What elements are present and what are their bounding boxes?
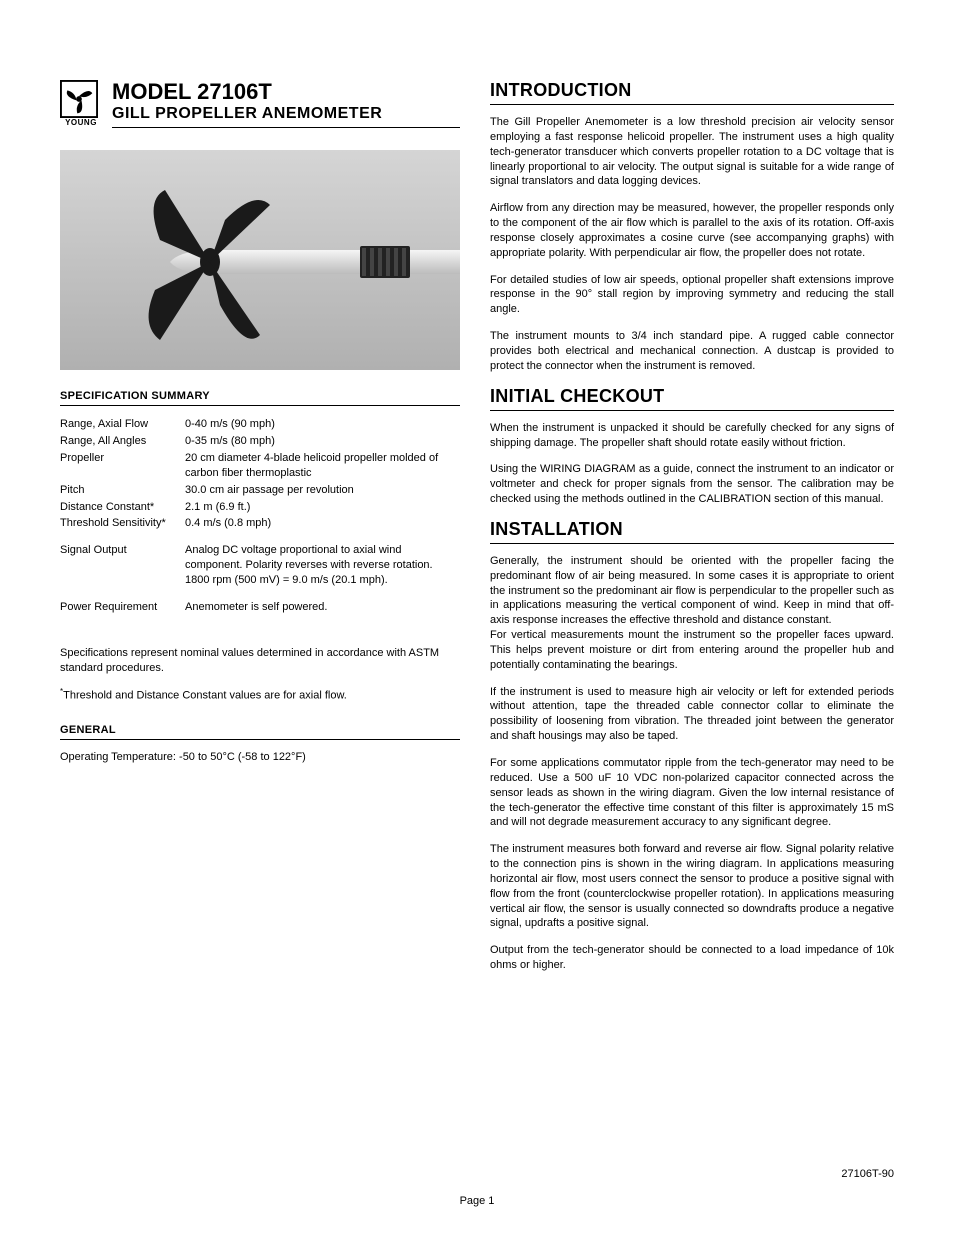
spec-row: Signal OutputAnalog DC voltage proportio… bbox=[60, 542, 460, 589]
install-p5: Output from the tech-generator should be… bbox=[490, 943, 894, 973]
spec-value: 20 cm diameter 4-blade helicoid propelle… bbox=[185, 450, 460, 482]
spec-row: Range, Axial Flow0-40 m/s (90 mph) bbox=[60, 416, 460, 433]
intro-p2: Airflow from any direction may be measur… bbox=[490, 201, 894, 260]
spec-row: Distance Constant*2.1 m (6.9 ft.) bbox=[60, 499, 460, 516]
install-p3: For some applications commutator ripple … bbox=[490, 756, 894, 830]
spec-row: Threshold Sensitivity*0.4 m/s (0.8 mph) bbox=[60, 515, 460, 532]
spec-value: Anemometer is self powered. bbox=[185, 599, 460, 616]
title-block: MODEL 27106T GILL PROPELLER ANEMOMETER bbox=[112, 80, 460, 142]
general-heading: GENERAL bbox=[60, 724, 460, 740]
spec-label: Threshold Sensitivity* bbox=[60, 515, 185, 532]
install-p1: Generally, the instrument should be orie… bbox=[490, 554, 894, 628]
checkout-p2: Using the WIRING DIAGRAM as a guide, con… bbox=[490, 462, 894, 507]
spec-rows-3: Power RequirementAnemometer is self powe… bbox=[60, 599, 460, 616]
spec-value: 0.4 m/s (0.8 mph) bbox=[185, 515, 460, 532]
spec-value: 0-40 m/s (90 mph) bbox=[185, 416, 460, 433]
intro-p1: The Gill Propeller Anemometer is a low t… bbox=[490, 115, 894, 189]
initial-checkout-heading: INITIAL CHECKOUT bbox=[490, 386, 894, 411]
general-text: Operating Temperature: -50 to 50°C (-58 … bbox=[60, 750, 460, 765]
product-name: GILL PROPELLER ANEMOMETER bbox=[112, 104, 460, 123]
left-column: YOUNG MODEL 27106T GILL PROPELLER ANEMOM… bbox=[60, 80, 460, 985]
spec-label: Signal Output bbox=[60, 542, 185, 589]
introduction-heading: INTRODUCTION bbox=[490, 80, 894, 105]
spec-label: Power Requirement bbox=[60, 599, 185, 616]
header-block: YOUNG MODEL 27106T GILL PROPELLER ANEMOM… bbox=[60, 80, 460, 142]
spec-table: Range, Axial Flow0-40 m/s (90 mph)Range,… bbox=[60, 416, 460, 615]
spec-row: Propeller20 cm diameter 4-blade helicoid… bbox=[60, 450, 460, 482]
brand-name: YOUNG bbox=[60, 118, 102, 127]
spec-value: 30.0 cm air passage per revolution bbox=[185, 482, 460, 499]
product-photo bbox=[60, 150, 460, 370]
spec-row: Range, All Angles0-35 m/s (80 mph) bbox=[60, 433, 460, 450]
install-p4: The instrument measures both forward and… bbox=[490, 842, 894, 931]
spec-row: Pitch30.0 cm air passage per revolution bbox=[60, 482, 460, 499]
propeller-logo-icon bbox=[60, 80, 98, 118]
spec-note-1: Specifications represent nominal values … bbox=[60, 646, 460, 676]
spec-label: Range, Axial Flow bbox=[60, 416, 185, 433]
spec-value: 0-35 m/s (80 mph) bbox=[185, 433, 460, 450]
doc-code: 27106T-90 bbox=[841, 1168, 894, 1180]
title-rule bbox=[112, 127, 460, 128]
intro-p4: The instrument mounts to 3/4 inch standa… bbox=[490, 329, 894, 374]
spec-value: Analog DC voltage proportional to axial … bbox=[185, 542, 460, 589]
spec-value: 2.1 m (6.9 ft.) bbox=[185, 499, 460, 516]
model-title: MODEL 27106T bbox=[112, 80, 460, 104]
spec-rows-2: Signal OutputAnalog DC voltage proportio… bbox=[60, 542, 460, 589]
brand-logo: YOUNG bbox=[60, 80, 102, 127]
spec-note-2: *Threshold and Distance Constant values … bbox=[60, 687, 460, 704]
spec-label: Range, All Angles bbox=[60, 433, 185, 450]
install-p2: If the instrument is used to measure hig… bbox=[490, 685, 894, 744]
spec-row: Power RequirementAnemometer is self powe… bbox=[60, 599, 460, 616]
right-column: INTRODUCTION The Gill Propeller Anemomet… bbox=[490, 80, 894, 985]
intro-p3: For detailed studies of low air speeds, … bbox=[490, 273, 894, 318]
spec-rows-1: Range, Axial Flow0-40 m/s (90 mph)Range,… bbox=[60, 416, 460, 532]
spec-summary-heading: SPECIFICATION SUMMARY bbox=[60, 390, 460, 406]
spec-label: Pitch bbox=[60, 482, 185, 499]
install-p1b: For vertical measurements mount the inst… bbox=[490, 628, 894, 673]
anemometer-illustration bbox=[60, 150, 460, 370]
page-container: YOUNG MODEL 27106T GILL PROPELLER ANEMOM… bbox=[60, 80, 894, 985]
page-number: Page 1 bbox=[0, 1195, 954, 1207]
spec-label: Distance Constant* bbox=[60, 499, 185, 516]
spec-label: Propeller bbox=[60, 450, 185, 482]
installation-heading: INSTALLATION bbox=[490, 519, 894, 544]
checkout-p1: When the instrument is unpacked it shoul… bbox=[490, 421, 894, 451]
